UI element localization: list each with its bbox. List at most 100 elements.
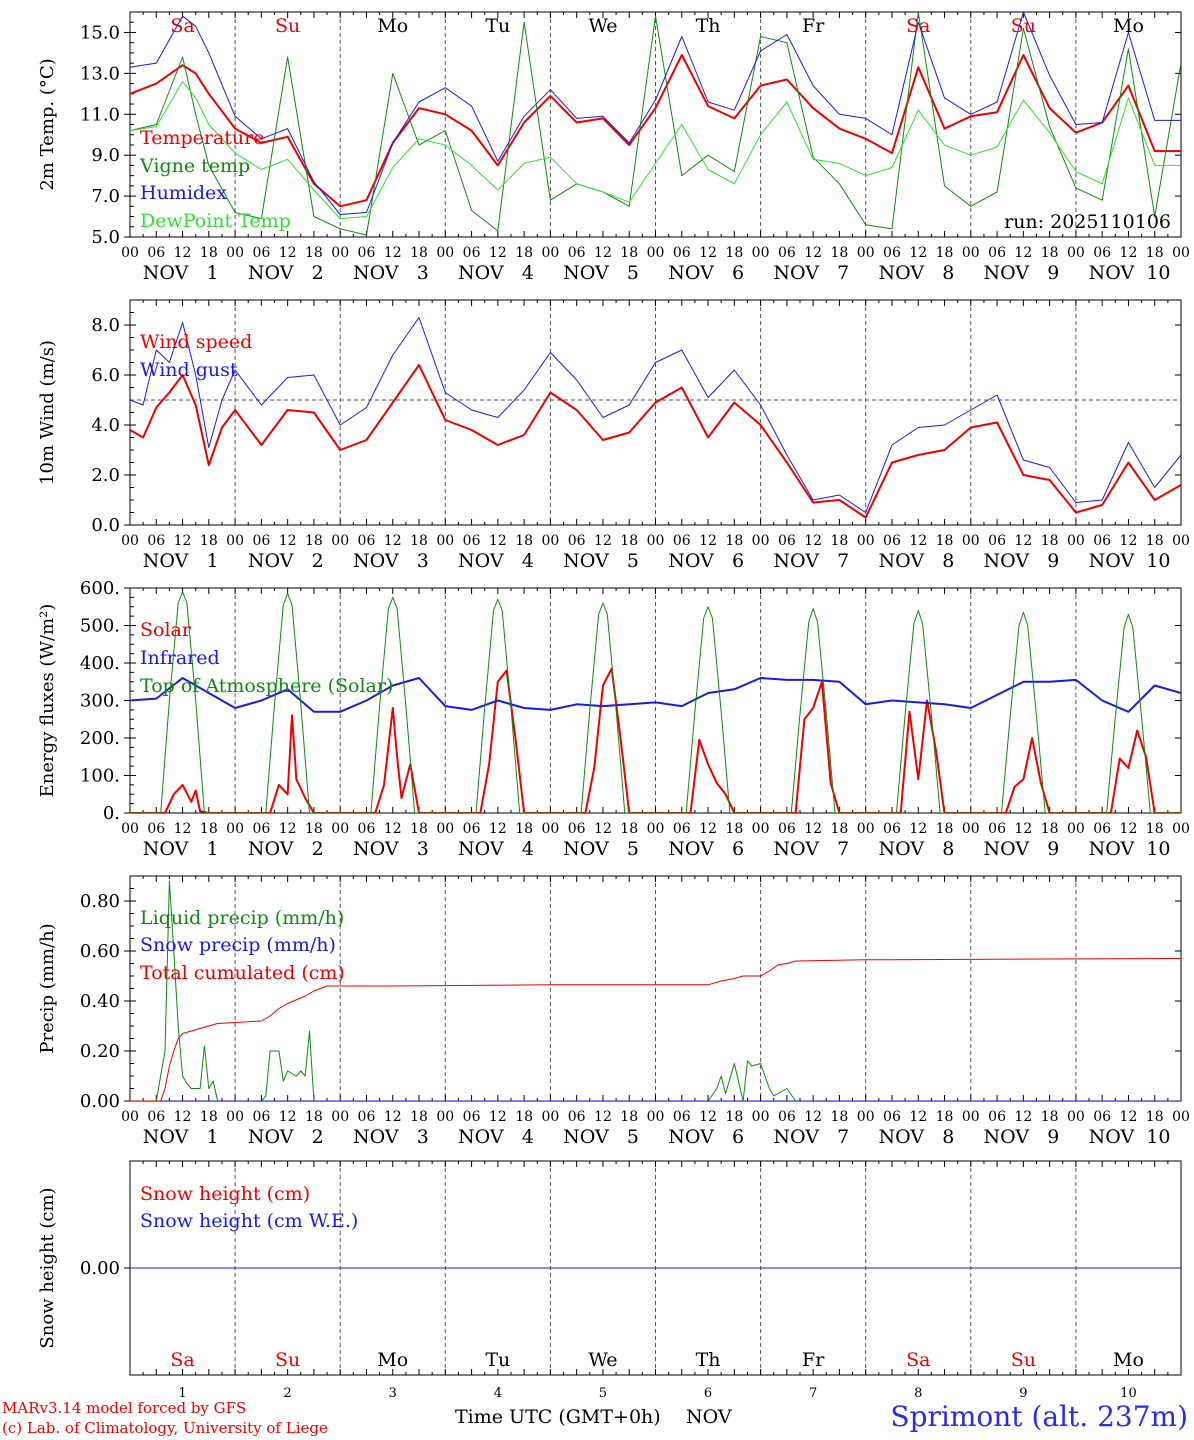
day-month-label: NOV [878,550,924,572]
day-date-label: 5 [627,550,639,572]
y-tick-label: 100. [80,766,120,787]
hour-tick-label: 12 [804,821,822,837]
hour-tick-label: 18 [936,821,954,837]
day-date-label: 1 [207,838,219,860]
hour-tick-label: 18 [305,245,323,261]
hour-tick-label: 18 [1146,245,1164,261]
hour-tick-label: 00 [331,533,349,549]
day-number-label: 7 [809,1386,817,1400]
hour-tick-label: 06 [252,1109,270,1125]
day-month-label: NOV [458,1126,504,1148]
day-date-label: 2 [312,1126,324,1148]
y-tick-label: 11.0 [80,104,120,125]
day-date-label: 2 [312,838,324,860]
hour-tick-label: 00 [857,533,875,549]
hour-tick-label: 06 [673,533,691,549]
hour-tick-label: 18 [200,1109,218,1125]
legend-entry: Top of Atmosphere (Solar) [140,675,393,697]
day-date-label: 5 [627,262,639,284]
hour-tick-label: 00 [331,821,349,837]
hour-tick-label: 00 [1067,821,1085,837]
day-month-label: NOV [668,262,714,284]
hour-tick-label: 06 [463,533,481,549]
series-line-humidex [130,12,1181,215]
y-tick-label: 0.00 [80,1258,120,1279]
hour-tick-label: 18 [515,533,533,549]
day-month-label: NOV [458,550,504,572]
panel-3: 0. 100. 200. 300. 400. 500. 600. Energy fluxes … [37,578,1190,860]
day-date-label: 2 [312,550,324,572]
hour-tick-label: 06 [252,821,270,837]
hour-tick-label: 06 [463,821,481,837]
hour-tick-label: 18 [410,821,428,837]
hour-tick-label: 18 [410,533,428,549]
series-line-total-cumulated-cm- [130,958,1181,1101]
y-tick-label: 400. [80,653,120,674]
hour-tick-label: 00 [226,821,244,837]
weekday-label: Su [275,15,300,37]
hour-tick-label: 00 [647,533,665,549]
weekday-label: Fr [802,1349,825,1371]
day-number-label: 8 [914,1386,922,1400]
series-line-liquid-precip-mm-h- [130,880,1181,1101]
y-tick-label: 6.0 [91,365,120,386]
day-month-label: NOV [458,262,504,284]
day-month-label: NOV [668,550,714,572]
hour-tick-label: 06 [1093,533,1111,549]
day-date-label: 7 [837,838,849,860]
weekday-label: Tu [485,15,510,37]
day-number-label: 6 [704,1386,712,1400]
hour-tick-label: 00 [1067,1109,1085,1125]
day-month-label: NOV [143,1126,189,1148]
hour-tick-label: 00 [962,533,980,549]
y-tick-label: 9.0 [91,145,120,166]
hour-tick-label: 00 [647,821,665,837]
hour-tick-label: 12 [804,245,822,261]
hour-tick-label: 12 [1120,1109,1138,1125]
weekday-label: Sa [170,15,194,37]
hour-tick-label: 00 [331,245,349,261]
hour-tick-label: 00 [541,245,559,261]
hour-tick-label: 06 [673,1109,691,1125]
y-tick-label: 8.0 [91,315,120,336]
hour-tick-label: 12 [909,533,927,549]
day-number-label: 10 [1120,1386,1137,1400]
y-tick-label: 2.0 [91,465,120,486]
hour-tick-label: 06 [988,533,1006,549]
legend-entry: Infrared [140,647,220,669]
hour-tick-label: 06 [778,821,796,837]
day-date-label: 4 [522,550,534,572]
day-number-label: 9 [1019,1386,1027,1400]
day-month-label: NOV [353,262,399,284]
hour-tick-label: 12 [699,533,717,549]
hour-tick-label: 12 [384,245,402,261]
day-month-label: NOV [773,262,819,284]
legend-entry: Snow height (cm W.E.) [140,1210,358,1232]
weekday-label: Su [275,1349,300,1371]
day-month-label: NOV [563,838,609,860]
hour-tick-label: 06 [1093,821,1111,837]
hour-tick-label: 00 [121,821,139,837]
hour-tick-label: 12 [384,1109,402,1125]
hour-tick-label: 12 [804,1109,822,1125]
hour-tick-label: 12 [699,821,717,837]
series-line-dewpoint-temp [130,81,1181,220]
hour-tick-label: 06 [568,533,586,549]
hour-tick-label: 12 [1120,245,1138,261]
day-date-label: 3 [417,550,429,572]
y-tick-label: 500. [80,616,120,637]
hour-tick-label: 06 [147,1109,165,1125]
day-month-label: NOV [248,262,294,284]
day-number-label: 3 [389,1386,397,1400]
station-name: Sprimont (alt. 237m) [890,1400,1188,1433]
day-month-label: NOV [563,262,609,284]
weekday-label: Fr [802,15,825,37]
hour-tick-label: 18 [1146,533,1164,549]
day-month-label: NOV [353,1126,399,1148]
hour-tick-label: 06 [673,821,691,837]
hour-tick-label: 06 [147,533,165,549]
hour-tick-label: 06 [358,821,376,837]
day-number-label: 4 [494,1386,502,1400]
hour-tick-label: 18 [410,245,428,261]
hour-tick-label: 12 [489,533,507,549]
